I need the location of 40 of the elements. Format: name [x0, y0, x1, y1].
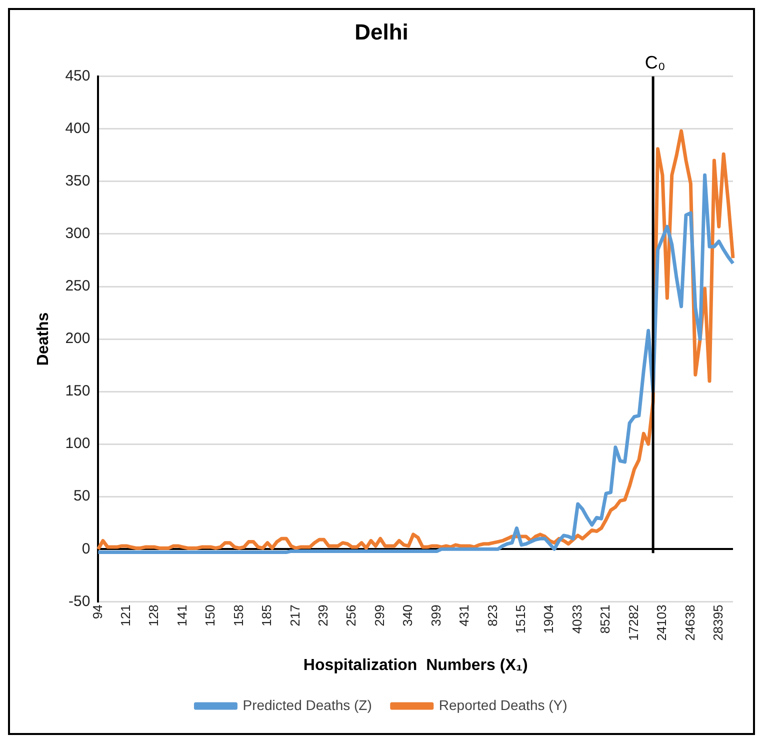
x-tick-label: 4033	[569, 604, 584, 634]
y-tick-label: 450	[65, 68, 90, 85]
legend-label: Predicted Deaths (Z)	[242, 696, 372, 713]
y-tick-label: 200	[65, 330, 90, 348]
x-tick-label: 94	[90, 604, 105, 620]
x-tick-label: 141	[174, 604, 190, 626]
x-tick-label: 823	[484, 604, 500, 626]
x-tick-label: 1515	[512, 604, 528, 634]
x-tick-label: 185	[259, 604, 274, 626]
x-tick-label: 340	[400, 604, 416, 626]
legend-label: Reported Deaths (Y)	[438, 696, 568, 713]
y-tick-label: 300	[65, 225, 90, 242]
x-tick-label: 8521	[598, 604, 613, 634]
y-tick-label: 0	[82, 540, 90, 558]
x-tick-label: 239	[316, 604, 330, 626]
x-tick-label: 121	[118, 604, 134, 626]
text: C₀	[644, 52, 666, 72]
y-axis-title: Deaths	[35, 312, 52, 366]
y-tick-label: 250	[65, 278, 90, 295]
x-tick-label: 299	[372, 604, 387, 626]
x-tick-label: 256	[344, 604, 359, 626]
x-axis-title: Hospitalization Numbers (X₁)	[303, 656, 528, 674]
y-tick-label: 100	[65, 435, 90, 452]
x-tick-label: 399	[428, 604, 444, 626]
x-tick-label: 158	[230, 604, 246, 626]
x-tick-label: 24103	[654, 604, 670, 641]
y-tick-label: -50	[68, 592, 90, 610]
y-tick-label: 50	[74, 488, 90, 505]
x-tick-label: 128	[146, 604, 162, 626]
y-tick-label: 400	[65, 120, 90, 138]
x-tick-label: 1904	[541, 604, 556, 634]
y-tick-label: 150	[65, 382, 90, 400]
x-tick-label: 28395	[710, 604, 726, 641]
x-tick-label: 24638	[682, 604, 698, 641]
x-tick-label: 17282	[626, 604, 641, 641]
x-tick-label: 431	[456, 604, 472, 626]
x-tick-label: 217	[287, 604, 302, 626]
chart-title: Delhi	[354, 19, 408, 44]
y-tick-label: 350	[65, 172, 90, 190]
x-tick-label: 150	[202, 604, 218, 626]
